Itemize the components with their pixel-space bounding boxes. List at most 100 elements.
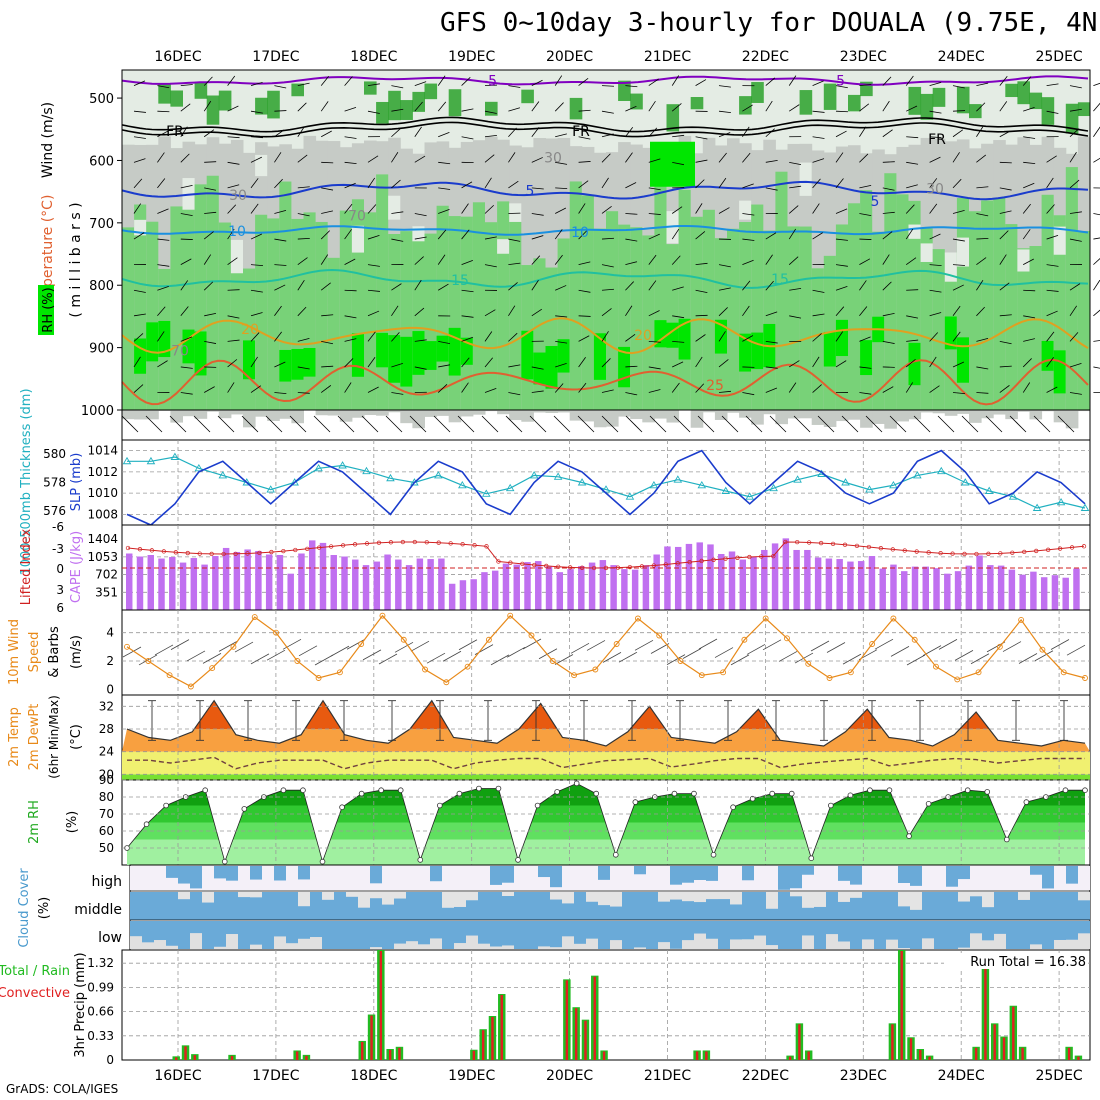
cape-bar xyxy=(922,566,929,610)
rh-area-band xyxy=(134,822,1085,840)
wind-barb xyxy=(718,152,727,163)
precip-conv-bar xyxy=(472,1050,476,1060)
thickness-point xyxy=(745,492,754,500)
cape-bar xyxy=(158,558,165,610)
wind10-point xyxy=(954,676,961,683)
wind-barb xyxy=(765,254,773,265)
cloud-low-cell xyxy=(970,933,982,949)
wind-barb xyxy=(531,390,544,393)
wind-barb xyxy=(812,110,825,113)
contour-label: 30 xyxy=(544,150,562,166)
wind-barb xyxy=(1093,340,1100,342)
wind10-barb xyxy=(682,648,702,659)
precip-conv-bar xyxy=(388,1050,392,1060)
rh-cell xyxy=(739,200,752,220)
surface-barb xyxy=(1057,415,1075,433)
rh-point xyxy=(534,802,541,809)
contour-label: 15 xyxy=(771,272,789,288)
wind-barb xyxy=(929,178,938,189)
wind10-barb xyxy=(650,643,670,654)
wind-barb xyxy=(859,306,868,317)
ylabel-millibars: ( m i l l i b a r s ) xyxy=(68,202,84,317)
cloud-low-cell xyxy=(682,940,694,949)
wind10-point xyxy=(741,636,748,643)
rh-cell xyxy=(279,349,292,382)
wind-barb xyxy=(274,361,286,368)
rh2m-tick-label: 70 xyxy=(99,807,114,821)
wind-barb xyxy=(531,101,540,112)
wind-barb xyxy=(695,334,706,342)
wind-barb xyxy=(835,178,844,189)
wind10-point xyxy=(805,660,812,667)
wind-barb xyxy=(250,110,263,114)
wind-barb xyxy=(1022,203,1031,214)
thickness-tick-label: 580 xyxy=(43,447,66,461)
cloud-low-cell xyxy=(250,944,262,949)
wind-barb xyxy=(648,127,658,138)
rh-cell xyxy=(848,94,861,112)
rh-cell xyxy=(521,330,534,380)
precip-conv-bar xyxy=(379,951,383,1060)
wind-barb xyxy=(204,340,217,344)
wind-barb xyxy=(671,75,680,86)
rh-cell xyxy=(860,340,873,376)
rh-cell xyxy=(654,320,667,348)
wind-barb xyxy=(227,289,240,291)
cloud-mid-cell xyxy=(898,892,910,907)
thickness-point xyxy=(960,478,970,486)
cape-bar xyxy=(352,559,359,610)
wind-barb xyxy=(672,315,685,319)
cape-bar xyxy=(276,555,284,610)
cape-bar xyxy=(933,568,940,610)
date-label-bottom: 24DEC xyxy=(938,1068,985,1084)
wind-barb xyxy=(906,289,919,291)
wind-barb xyxy=(1069,85,1082,89)
surface-barb xyxy=(673,415,691,433)
wind-barb xyxy=(905,257,917,265)
precip-tick-label: 1.32 xyxy=(87,956,114,970)
wind-barb xyxy=(321,161,334,164)
wind-barb xyxy=(274,264,287,266)
wind10-point xyxy=(677,658,684,664)
contour-label: 70 xyxy=(171,344,189,360)
wind-barb xyxy=(976,279,984,291)
cloud-high-cell xyxy=(634,866,646,875)
wind-barb xyxy=(297,366,310,370)
rh-cell xyxy=(557,238,571,410)
surface-barb xyxy=(385,415,403,433)
wind-barb xyxy=(625,281,635,291)
cape-bar xyxy=(373,561,381,610)
wind-barb xyxy=(133,110,146,113)
wind10-barb xyxy=(698,638,718,650)
cape-bar xyxy=(319,542,327,610)
temp-band xyxy=(122,774,1090,780)
rh-point xyxy=(221,858,228,865)
ylabel-temp2m-3: (6hr Min/Max) xyxy=(47,695,61,779)
wind-barb xyxy=(812,158,825,163)
cloud-low-cell xyxy=(154,940,166,949)
contour-line xyxy=(121,75,1089,86)
rh-cell xyxy=(993,197,1006,410)
li-line xyxy=(127,541,1085,569)
wind-barb xyxy=(906,315,919,319)
wind-barb xyxy=(976,306,985,317)
wind-barb xyxy=(812,203,820,214)
wind-barb xyxy=(812,289,825,293)
rh-cell xyxy=(1053,350,1067,394)
wind-barb xyxy=(695,289,708,293)
thickness-point xyxy=(529,471,539,479)
wind-barb xyxy=(601,85,615,87)
cape-bar xyxy=(901,571,908,610)
precip-conv-bar xyxy=(593,976,596,1060)
wind-barb xyxy=(367,155,379,163)
rh-cell xyxy=(581,195,595,410)
wind10-point xyxy=(1039,646,1046,653)
cloud-mid-cell xyxy=(1078,892,1090,901)
cape-bar xyxy=(147,555,154,610)
wind-barb xyxy=(227,315,240,319)
wind-barb xyxy=(789,315,802,319)
wind-barb xyxy=(695,136,708,140)
wind-barb xyxy=(882,312,895,317)
wind-barb xyxy=(905,359,916,368)
rh-cell xyxy=(702,209,716,410)
